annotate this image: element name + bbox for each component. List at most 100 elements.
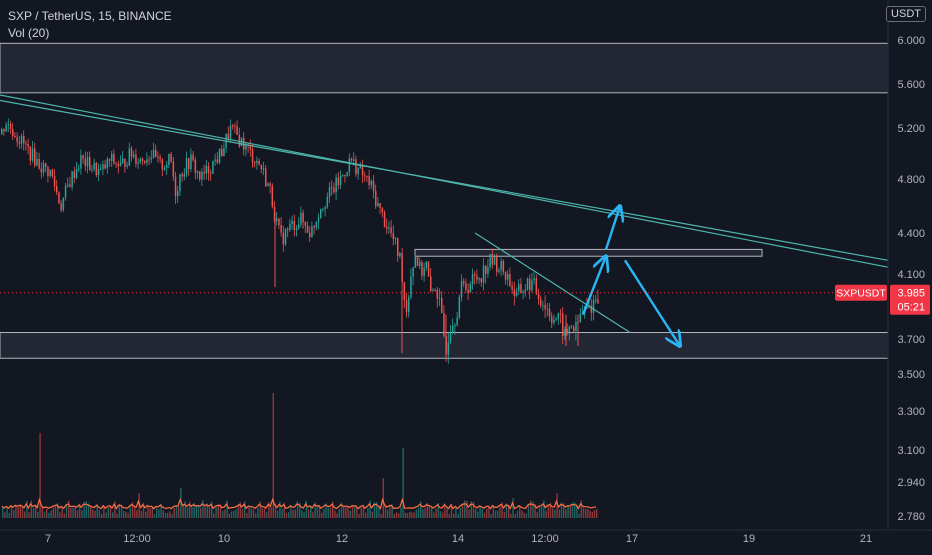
volume-bar [142,502,145,518]
candle-body [56,186,58,193]
candle-body [570,326,573,328]
symbol-title: SXP / TetherUS, 15, BINANCE [8,9,172,23]
volume-bar [411,512,413,518]
candle-body [515,291,518,296]
time-tick-label: 10 [218,533,230,545]
volume-bar [494,510,497,518]
volume-bar [239,502,241,518]
volume-bar [261,508,263,518]
candle-body [284,229,287,245]
volume-bar [81,510,83,518]
candle-body [84,158,87,167]
volume-bar [569,506,571,518]
candle-body [190,154,192,170]
candle-body [60,203,62,211]
candle-body [306,225,309,233]
zone-rect[interactable] [0,42,889,94]
volume-bar [477,511,479,518]
candle-body [243,137,245,150]
volume-bar [237,505,239,518]
volume-bar [233,510,235,518]
candle-body [181,174,183,177]
candle-body [375,191,377,206]
volume-bar [431,507,433,518]
trendline[interactable] [0,94,889,268]
candle-body [82,155,84,159]
price-axis[interactable] [888,0,932,550]
candle-body [265,168,267,186]
candle-body [441,297,443,314]
candle-body [335,177,337,193]
candle-body [513,289,516,296]
price-tick-label: 6.000 [897,35,925,47]
projection-arrow[interactable] [604,206,620,250]
candle-body [117,164,120,167]
trendline[interactable] [0,99,889,261]
candle-body [221,148,223,157]
volume-bar [70,507,72,518]
volume-bar [15,504,17,518]
candle-body [254,162,256,164]
volume-bar [444,503,446,518]
volume-bar [277,510,279,518]
projection-arrow[interactable] [623,259,680,346]
candle-body [423,268,425,276]
volume-bar [479,505,481,518]
volume-bar [336,513,338,518]
volume-bar [395,512,398,518]
volume-bar [543,500,545,518]
candle-body [551,316,553,323]
volume-bar [10,505,13,518]
volume-bar [345,507,347,518]
volume-ma-line [1,497,597,510]
candle-body [232,125,234,127]
candle-body [575,321,577,331]
candle-body [544,304,546,309]
volume-bar [314,502,316,518]
candle-body [344,174,346,176]
volume-bar [389,505,391,518]
volume-bar [519,505,521,518]
currency-button[interactable]: USDT [886,6,926,22]
volume-bar [21,506,24,518]
candle-body [218,148,221,163]
candle-body [342,174,344,177]
price-tick-label: 2.780 [897,511,925,523]
candle-body [535,278,538,294]
volume-bar [547,504,549,518]
candle-body [236,126,238,135]
candle-body [159,156,161,160]
candle-body [403,282,406,301]
projection-arrow[interactable] [581,256,606,316]
volume-bar [125,511,127,518]
volume-bar [92,509,94,518]
candle-body [249,146,252,150]
volume-bar [85,501,87,518]
trendline[interactable] [474,232,631,334]
volume-bar [428,505,431,518]
zone-rect[interactable] [414,248,763,257]
volume-bar [101,513,103,518]
candle-body [214,159,216,162]
candle-body [485,265,487,274]
candle-body [566,329,568,334]
volume-bar [13,510,15,518]
volume-bar [171,513,173,518]
volume-bar [189,501,191,518]
candle-body [174,176,177,197]
candle-body [163,168,166,170]
candle-body [12,129,14,136]
candle-body [458,297,461,318]
candle-body [86,157,89,167]
candle-body [557,313,560,320]
candle-body [34,148,36,166]
volume-bar [316,506,318,518]
candle-body [256,160,258,163]
candle-body [438,297,441,299]
volume-bar [303,512,305,518]
candle-body [67,184,69,186]
candle-body [42,163,45,173]
price-tick-label: 4.100 [897,269,925,281]
